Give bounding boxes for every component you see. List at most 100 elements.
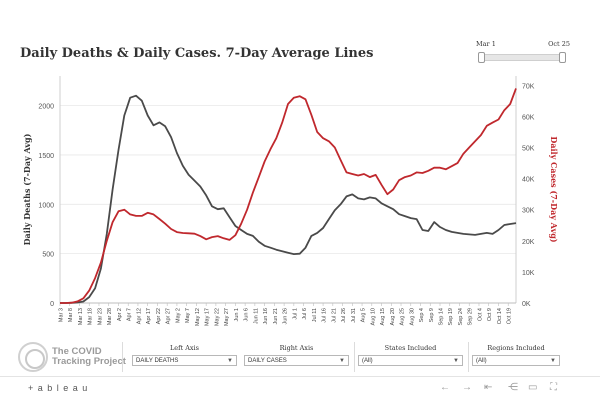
x-tick-label: Aug 30 [409,308,415,325]
slider-start-handle[interactable] [478,52,485,63]
x-tick-label: May 2 [175,308,181,323]
x-tick-label: Apr 27 [166,308,172,324]
share-icon[interactable]: ⋲ [508,382,518,393]
x-tick-label: Aug 20 [390,308,396,325]
right-tick-label: 50K [522,146,535,153]
chevron-down-icon: ▼ [227,358,233,364]
x-tick-label: May 22 [214,308,220,326]
x-tick-label: Oct 9 [487,308,493,321]
regions-dropdown[interactable]: (All) ▼ [472,355,560,366]
x-tick-label: Jul 26 [341,308,347,323]
x-tick-label: Sep 24 [458,308,464,325]
x-tick-label: Mar 3 [59,308,65,322]
slider-end-handle[interactable] [559,52,566,63]
left-tick-label: 2000 [38,104,54,111]
chart-canvas: 0 500 1000 1500 2000 0K 10K 20K 30K 40K 50K 60K 70K M… [22,76,559,326]
x-tick-label: Aug 15 [380,308,386,325]
x-tick-label: May 12 [195,308,201,326]
x-tick-label: Jun 16 [263,308,269,325]
x-tick-label: Jun 1 [234,308,240,321]
series-lines [60,88,517,304]
left-axis-value: DAILY DEATHS [136,358,179,364]
right-axis-dropdown[interactable]: DAILY CASES ▼ [244,355,349,366]
tableau-brand[interactable]: + a b l e a u [28,383,89,393]
daily-cases-line [60,88,517,304]
x-tick-label: May 17 [205,308,211,326]
states-dropdown[interactable]: (All) ▼ [358,355,463,366]
x-tick-label: Oct 4 [477,308,483,321]
axes [59,76,517,306]
right-axis-label: Right Axis [279,344,314,352]
undo-icon[interactable]: ← [440,382,450,393]
x-tick-label: Oct 19 [507,308,513,324]
x-tick-label: Sep 29 [468,308,474,325]
gridlines [60,105,516,304]
x-tick-label: Jun 21 [273,308,279,325]
x-tick-label: Mar 8 [68,308,74,322]
divider [354,342,355,372]
x-tick-label: May 7 [185,308,191,323]
regions-value: (All) [476,358,487,364]
right-tick-label: 10K [522,270,535,277]
left-axis-dropdown[interactable]: DAILY DEATHS ▼ [132,355,237,366]
left-axis-control: Left Axis DAILY DEATHS ▼ [132,338,237,366]
fullscreen-icon[interactable]: ⛶ [550,382,557,393]
x-tick-label: Apr 17 [146,308,152,324]
x-tick-label: Jun 6 [244,308,250,321]
x-tick-label: Sep 4 [419,308,425,322]
x-tick-label: Apr 22 [156,308,162,324]
right-axis-control: Right Axis DAILY CASES ▼ [244,338,349,366]
covid-tracking-logo-icon [18,342,48,372]
x-tick-label: Mar 13 [78,308,84,325]
x-tick-label: Mar 18 [88,308,94,325]
chevron-down-icon: ▼ [453,358,459,364]
states-value: (All) [362,358,373,364]
x-tick-label: Mar 28 [107,308,113,325]
axis-labels: 0 500 1000 1500 2000 0K 10K 20K 30K 40K 50K 60K 70K M… [22,83,559,326]
x-tick-label: Jul 21 [331,308,337,323]
x-tick-label: Jun 26 [283,308,289,325]
x-tick-label: Jul 6 [302,308,308,320]
x-tick-label: May 27 [224,308,230,326]
x-tick-label: Jul 1 [292,308,298,320]
x-tick-label: Sep 19 [448,308,454,325]
left-tick-label: 1000 [38,202,54,209]
x-tick-label: Mar 23 [97,308,103,325]
right-tick-label: 60K [522,114,535,121]
x-tick-label: Jul 31 [351,308,357,323]
chevron-down-icon: ▼ [339,358,345,364]
slider-end-label: Oct 25 [548,40,570,48]
daily-deaths-line [60,94,517,304]
x-tick-label: Jul 16 [322,308,328,323]
right-axis-title: Daily Cases (7-Day Avg) [549,136,559,242]
redo-icon[interactable]: → [462,382,472,393]
left-axis-title: Daily Deaths (7-Day Avg) [22,133,32,245]
date-range-slider[interactable]: Mar 1 Oct 25 [474,40,570,68]
states-control: States Included (All) ▼ [358,338,463,366]
left-axis-label: Left Axis [169,344,200,352]
left-tick-label: 500 [42,252,54,259]
x-tick-label: Jun 11 [253,308,259,324]
x-tick-label: Sep 9 [429,308,435,322]
slider-start-label: Mar 1 [476,40,496,48]
divider [122,342,123,372]
x-tick-label: Oct 14 [497,308,503,324]
regions-label: Regions Included [487,344,545,352]
revert-icon[interactable]: ⇤ [484,382,493,393]
x-tick-label: Jul 11 [312,308,318,322]
download-icon[interactable]: ▭ [528,382,538,393]
chart-title: Daily Deaths & Daily Cases. 7-Day Averag… [20,46,374,61]
x-tick-label: Apr 7 [127,308,133,321]
x-tick-label: Aug 10 [370,308,376,325]
regions-control: Regions Included (All) ▼ [472,338,560,366]
x-tick-label: Apr 2 [117,308,123,321]
x-tick-label: Aug 25 [400,308,406,325]
tableau-toolbar: + a b l e a u ← → ⇤ ⋲ ▭ ⛶ [0,376,600,402]
right-axis-value: DAILY CASES [248,358,287,364]
left-tick-label: 0 [50,301,54,308]
x-tick-label: Sep 14 [439,308,445,325]
right-tick-label: 70K [522,83,535,90]
right-tick-label: 0K [522,301,531,308]
right-tick-label: 20K [522,239,535,246]
x-tick-label: Aug 5 [361,308,367,322]
